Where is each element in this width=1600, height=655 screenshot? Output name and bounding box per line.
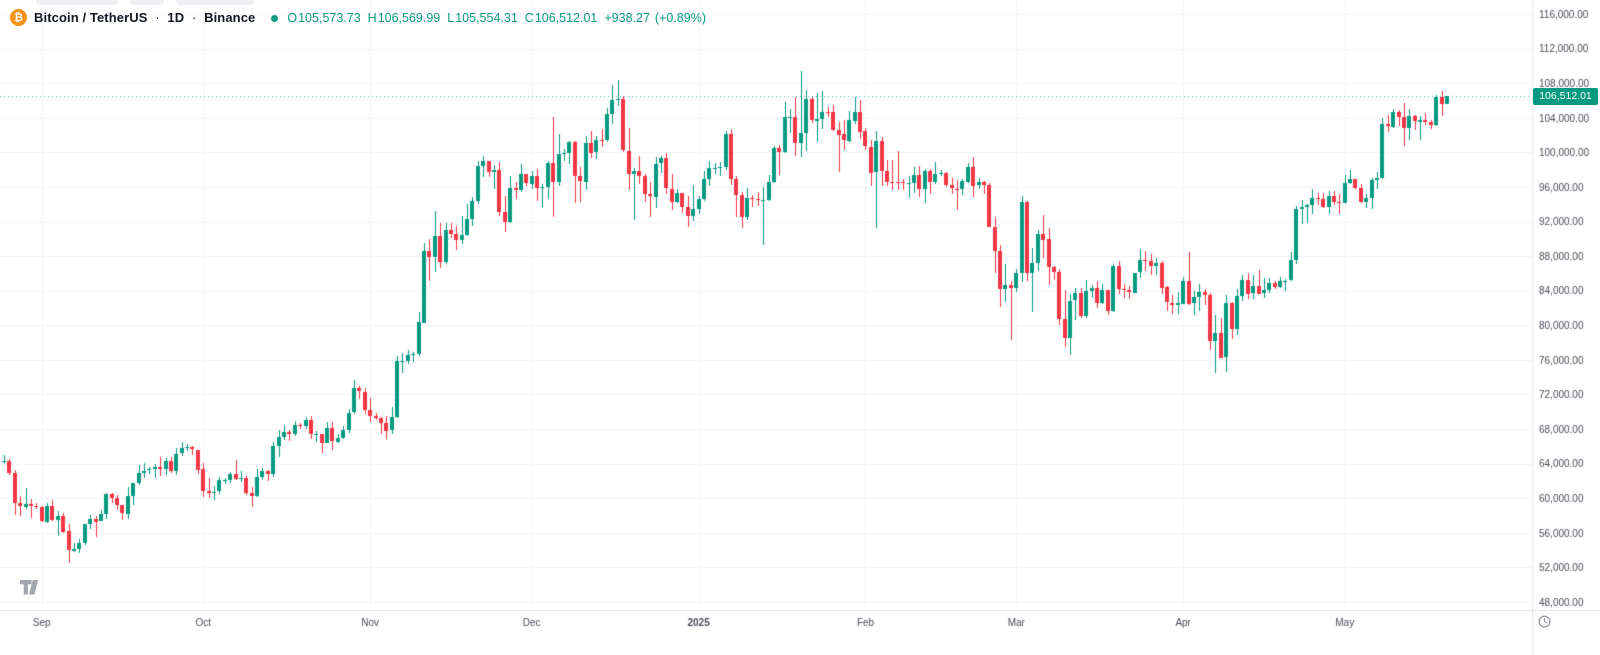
market-status-dot <box>271 14 279 22</box>
symbol-name[interactable]: Bitcoin / TetherUS <box>34 10 148 25</box>
bitcoin-icon: ₿ <box>10 9 27 26</box>
close-readout: C106,512.01 <box>525 11 598 25</box>
high-readout: H106,569.99 <box>368 11 441 25</box>
open-value: 105,573.73 <box>298 10 361 25</box>
symbol-title[interactable]: Bitcoin / TetherUS · 1D · Binance <box>34 10 255 25</box>
separator-dot: · <box>155 10 160 25</box>
close-value: 106,512.01 <box>534 10 598 25</box>
low-value: 105,554.31 <box>455 10 518 25</box>
last-price-badge[interactable]: 106,512.01 <box>1533 88 1598 105</box>
interval-label[interactable]: 1D <box>167 10 185 25</box>
clock-icon-glyph <box>1538 615 1551 628</box>
high-label: H <box>367 10 377 25</box>
tradingview-logo-glyph <box>20 580 39 595</box>
toolbar-fragment <box>176 0 254 5</box>
separator-dot: · <box>191 10 197 25</box>
change-value: +938.27 <box>604 10 650 25</box>
chart-legend: ₿ Bitcoin / TetherUS · 1D · Binance O105… <box>10 9 711 26</box>
exchange-label[interactable]: Binance <box>204 10 256 25</box>
close-label: C <box>524 10 534 25</box>
open-label: O <box>287 10 298 25</box>
tradingview-logo[interactable] <box>20 580 44 600</box>
ohlc-readout: O105,573.73 H106,569.99 L105,554.31 C106… <box>287 11 711 25</box>
toolbar-fragment <box>36 0 118 5</box>
high-value: 106,569.99 <box>377 10 441 25</box>
change-percent: (+0.89%) <box>654 10 706 25</box>
low-label: L <box>447 10 455 25</box>
low-readout: L105,554.31 <box>447 11 518 25</box>
open-readout: O105,573.73 <box>287 11 360 25</box>
clock-icon[interactable] <box>1538 615 1551 633</box>
bitcoin-glyph: ₿ <box>14 11 23 24</box>
toolbar-fragment <box>130 0 164 5</box>
